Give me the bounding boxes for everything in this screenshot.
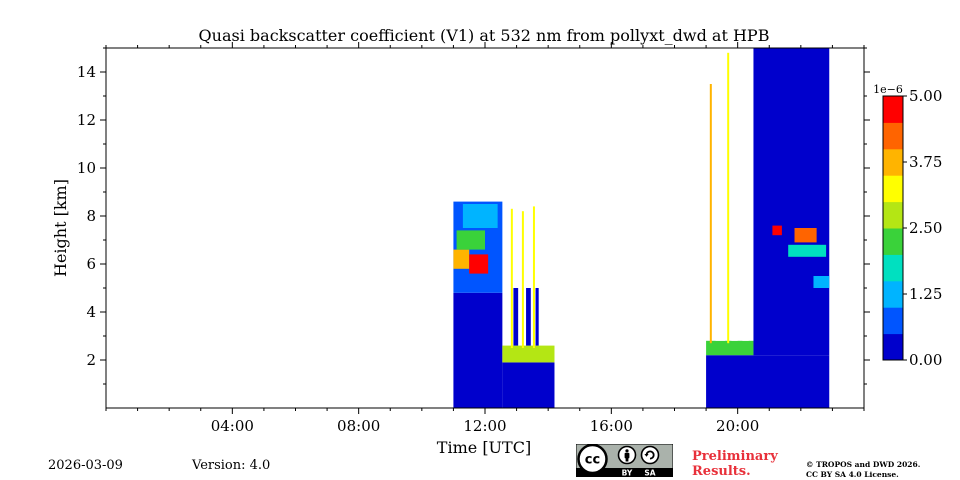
heatmap-streak <box>709 84 712 344</box>
svg-text:cc: cc <box>585 453 600 468</box>
y-tick-label: 4 <box>86 303 96 321</box>
heatmap-cell <box>794 228 817 243</box>
heatmap-cell <box>453 292 503 360</box>
heatmap-cell <box>469 254 489 274</box>
heatmap-cell <box>453 249 470 269</box>
colorbar-segment <box>883 280 903 308</box>
cc-license-badge[interactable]: cc BY SA <box>576 444 673 477</box>
heatmap-cell <box>456 230 485 250</box>
heatmap-cell <box>535 288 539 346</box>
heatmap-cell <box>706 355 830 408</box>
colorbar-tick-label: 3.75 <box>909 153 942 171</box>
x-tick-label: 16:00 <box>590 417 633 435</box>
x-tick-label: 08:00 <box>337 417 380 435</box>
heatmap-streak <box>521 211 524 348</box>
plot-area <box>453 48 830 408</box>
heatmap-cell <box>813 276 830 288</box>
y-tick-label: 2 <box>86 351 96 369</box>
heatmap-cell <box>753 48 830 356</box>
by-person-icon <box>617 445 637 465</box>
heatmap-streak <box>532 206 535 348</box>
data-gap <box>742 48 749 341</box>
heatmap-cell <box>502 362 555 408</box>
sa-share-alike-icon <box>640 445 660 465</box>
x-tick-label: 12:00 <box>463 417 506 435</box>
colorbar-segment <box>883 96 903 123</box>
data-gap <box>715 48 726 341</box>
heatmap-streak <box>510 208 513 348</box>
copyright-line-1: © TROPOS and DWD 2026. <box>806 460 921 469</box>
heatmap-cell <box>772 225 782 236</box>
x-tick-label: 20:00 <box>716 417 759 435</box>
preliminary-line-1: Preliminary <box>692 449 778 464</box>
x-tick-label: 04:00 <box>211 417 254 435</box>
x-axis-label: Time [UTC] <box>437 438 531 457</box>
heatmap-cell <box>526 288 531 346</box>
version-label: Version: 4.0 <box>192 458 271 473</box>
heatmap-cell <box>502 345 555 363</box>
y-tick-label: 6 <box>86 255 96 273</box>
heatmap-cell <box>462 204 498 228</box>
preliminary-results-notice: Preliminary Results. <box>692 449 778 479</box>
colorbar-exponent: 1e−6 <box>873 83 903 96</box>
y-tick-label: 14 <box>77 63 96 81</box>
colorbar-tick-label: 2.50 <box>909 219 942 237</box>
data-gap <box>731 48 738 341</box>
colorbar-segment <box>883 122 903 150</box>
y-tick-label: 12 <box>77 111 96 129</box>
heatmap-cell <box>453 360 503 408</box>
colorbar-tick-label: 0.00 <box>909 351 942 369</box>
heatmap-cell <box>788 244 827 257</box>
colorbar-segment <box>883 175 903 203</box>
sa-label: SA <box>644 469 655 478</box>
colorbar-tick-label: 5.00 <box>909 87 942 105</box>
heatmap-streak <box>727 52 730 344</box>
colorbar-segment <box>883 201 903 229</box>
date-label: 2026-03-09 <box>48 458 123 473</box>
axes: 04:00 08:00 12:00 16:00 20:00 2 4 6 8 10 12 14 <box>77 42 870 435</box>
by-label: BY <box>622 469 633 478</box>
colorbar-segment <box>883 254 903 282</box>
cc-icon: cc <box>577 444 608 475</box>
colorbar-segment <box>883 148 903 176</box>
heatmap-cell <box>706 340 754 356</box>
preliminary-line-2: Results. <box>692 464 751 479</box>
colorbar-tick-label: 1.25 <box>909 285 942 303</box>
y-axis-label: Height [km] <box>51 179 70 277</box>
y-tick-label: 8 <box>86 207 96 225</box>
copyright-line-2: CC BY SA 4.0 License. <box>806 470 899 479</box>
colorbar-segment <box>883 307 903 335</box>
y-tick-label: 10 <box>77 159 96 177</box>
chart-title: Quasi backscatter coefficient (V1) at 53… <box>199 26 770 45</box>
colorbar: 0.00 1.25 2.50 3.75 5.00 <box>882 87 942 369</box>
copyright-notice: © TROPOS and DWD 2026. CC BY SA 4.0 Lice… <box>806 460 920 480</box>
heatmap-cell <box>513 288 519 346</box>
colorbar-segment <box>883 333 903 361</box>
colorbar-segment <box>883 228 903 255</box>
